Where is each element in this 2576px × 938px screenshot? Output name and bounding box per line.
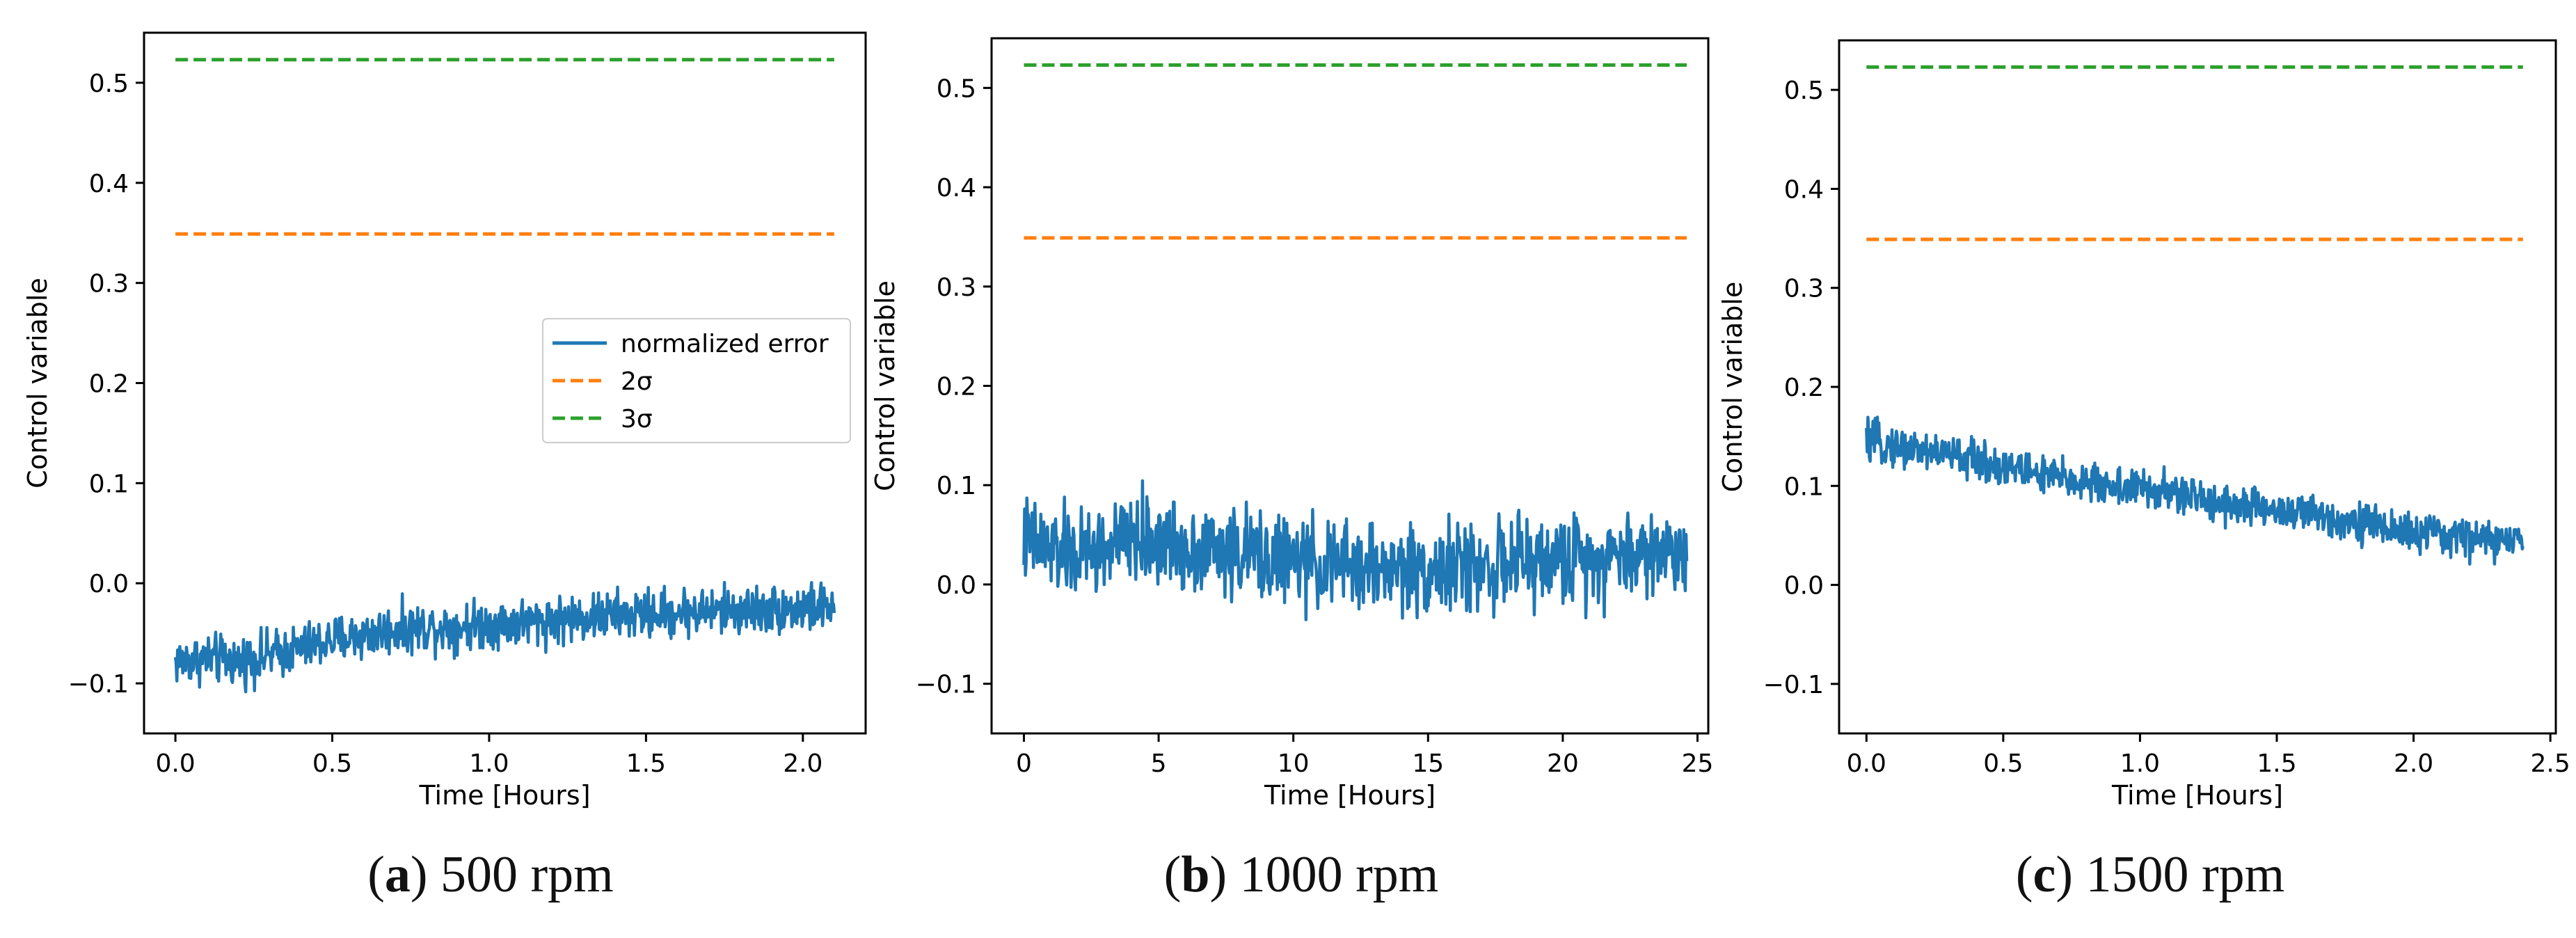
x-tick-label: 1.0 [469,749,509,778]
y-axis-label: Control variable [1717,282,1748,493]
series-normalized-error-line [1865,415,2525,566]
series-normalized-error-line [173,580,836,694]
x-tick-label: 2.0 [2394,749,2433,778]
y-tick-label: 0.3 [89,270,129,299]
x-tick-label: 0.0 [1847,749,1886,778]
x-tick-label: 2.0 [783,749,822,778]
caption-b-letter: b [1181,846,1210,903]
y-axis-label: Control variable [22,278,53,488]
caption-c: (c) 1500 rpm [2015,846,2285,903]
y-tick-label: −0.1 [68,670,129,699]
caption-a-text: ) 500 rpm [410,846,614,903]
y-tick-label: 0.2 [1784,374,1824,402]
y-tick-label: 0.5 [89,70,129,98]
x-tick-label: 2.5 [2531,749,2570,778]
y-axis-label: Control variable [870,280,900,491]
caption-b-text: ) 1000 rpm [1209,846,1439,903]
legend-label: 2σ [621,367,653,396]
x-tick-label: 1.0 [2120,749,2160,778]
plot-frame [990,37,1710,735]
caption-c-letter: c [2033,846,2056,903]
y-tick-label: 0.5 [1784,77,1824,105]
caption-a: (a) 500 rpm [367,846,614,903]
x-tick-label: 0.5 [1983,749,2023,778]
legend-label: 3σ [621,405,653,434]
x-tick-label: 5 [1151,749,1167,778]
y-tick-label: 0.0 [937,571,976,600]
caption-c-text: ) 1500 rpm [2056,846,2285,903]
y-tick-label: 0.1 [89,470,129,498]
legend: normalized error 2σ 3σ [542,318,851,443]
y-tick-label: 0.0 [89,570,129,598]
y-tick-label: 0.4 [89,170,129,198]
y-tick-label: 0.0 [1784,572,1824,601]
y-tick-label: 0.3 [1784,275,1824,303]
legend-box [542,318,851,443]
x-axis-label: Time [Hours] [418,780,590,811]
y-tick-label: 0.4 [937,174,976,202]
x-tick-label: 0 [1016,749,1032,778]
y-tick-label: 0.1 [937,472,976,500]
series-normalized-error-line [1022,479,1689,621]
plot-frame [1838,39,2557,735]
chart-panel-1: 0.0 0.5 1.0 1.5 2.0 −0.1 0.0 0.1 0.2 0.3 0.4 0.5 Tim… [22,31,867,811]
y-tick-label: 0.5 [937,74,976,103]
x-tick-label: 0.5 [312,749,352,778]
chart-panel-2: 0 5 10 15 20 25 −0.1 0.0 0.1 0.2 0.3 0.4 0.5 Time [Ho… [870,37,1714,811]
x-tick-label: 0.0 [155,749,195,778]
y-tick-label: −0.1 [1763,671,1824,699]
y-tick-label: −0.1 [916,671,976,699]
y-tick-label: 0.2 [937,373,976,402]
x-tick-label: 1.5 [2257,749,2296,778]
caption-b: (b) 1000 rpm [1163,846,1439,903]
x-axis-label: Time [Hours] [2111,780,2283,811]
caption-a-letter: a [384,846,411,903]
y-tick-label: 0.4 [1784,175,1824,204]
x-tick-label: 25 [1682,749,1714,778]
y-tick-label: 0.3 [937,273,976,302]
y-tick-label: 0.2 [89,370,129,399]
x-tick-label: 20 [1547,749,1579,778]
x-tick-label: 15 [1412,749,1444,778]
chart-panel-3: 0.0 0.5 1.0 1.5 2.0 2.5 −0.1 0.0 0.1 0.2 0.3 0.4 0.5… [1717,39,2570,811]
x-tick-label: 1.5 [626,749,666,778]
legend-label: normalized error [621,330,829,358]
y-tick-label: 0.1 [1784,472,1824,501]
x-tick-label: 10 [1278,749,1310,778]
x-axis-label: Time [Hours] [1264,780,1436,811]
